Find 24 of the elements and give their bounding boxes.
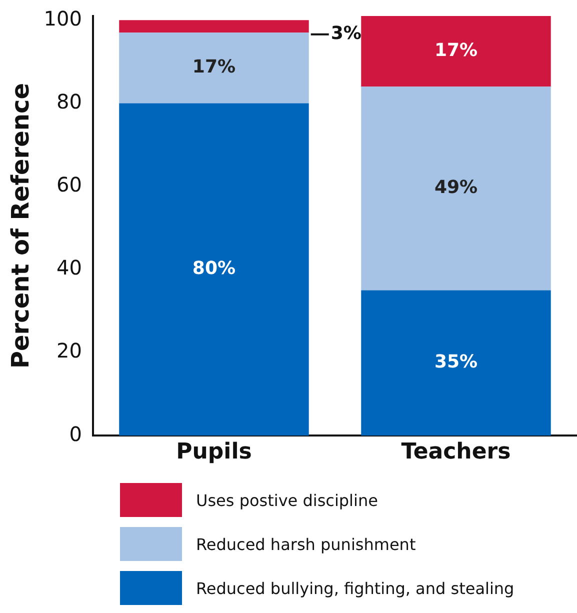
- legend-label: Uses postive discipline: [196, 490, 378, 510]
- y-tick-label: 80: [56, 89, 82, 114]
- y-tick-label: 100: [44, 6, 82, 30]
- x-tick-label: Teachers: [401, 440, 511, 465]
- bar: [119, 103, 309, 436]
- y-tick-label: 40: [56, 256, 82, 280]
- data-label: 35%: [434, 352, 478, 373]
- y-tick-label: 60: [56, 172, 82, 197]
- bar: [361, 86, 551, 290]
- y-tick-label: 20: [56, 338, 82, 363]
- bar: [361, 16, 551, 87]
- data-label: 80%: [192, 258, 236, 280]
- bar: [119, 20, 309, 33]
- legend-label: Reduced harsh punishment: [196, 534, 416, 554]
- data-label: 17%: [434, 40, 478, 61]
- x-tick-label: Pupils: [176, 440, 252, 465]
- data-label: 49%: [434, 177, 478, 198]
- bar: [119, 32, 309, 104]
- bar: [361, 290, 551, 436]
- y-tick-label: 0: [69, 422, 82, 446]
- data-label: 17%: [192, 56, 236, 78]
- y-axis-title: Percent of Reference: [6, 83, 35, 369]
- data-label: 3%: [330, 23, 362, 44]
- legend-label: Reduced bullying, fighting, and stealing: [196, 578, 514, 598]
